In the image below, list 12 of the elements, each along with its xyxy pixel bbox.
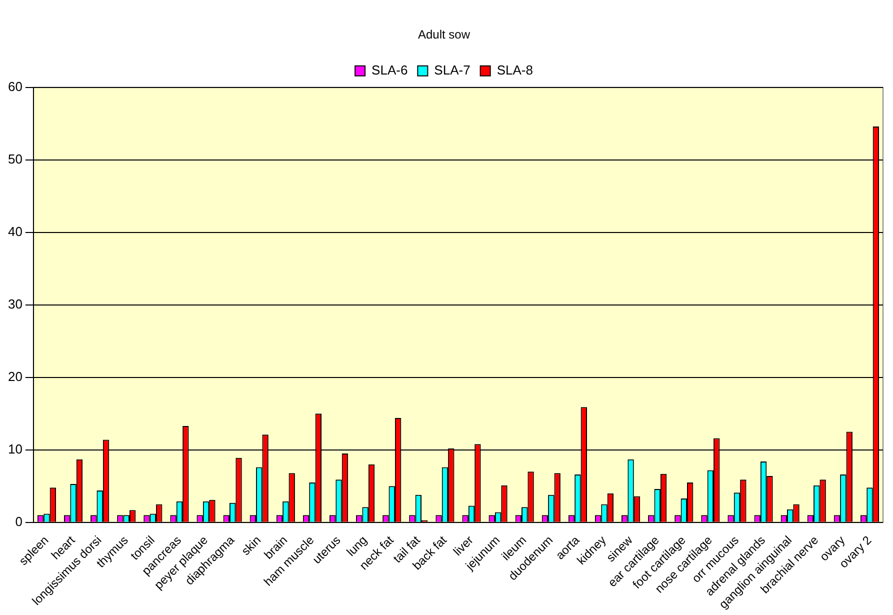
y-tick-label: 60 [8,78,22,94]
legend-label: SLA-6 [372,62,408,78]
chart-title: Adult sow [418,28,470,42]
y-tick-label: 10 [8,441,22,456]
x-tick-label: skin [238,533,264,558]
y-tick-label: 50 [8,151,22,166]
legend-label: SLA-7 [434,62,470,78]
y-tick-label: 20 [8,368,22,384]
y-tick-label: 30 [8,296,22,312]
y-tick-label: 40 [8,224,22,239]
y-tick-label: 0 [15,514,22,529]
legend-label: SLA-8 [496,62,533,78]
